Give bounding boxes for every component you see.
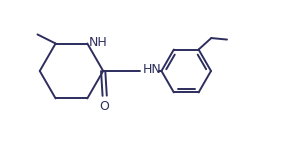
Text: NH: NH bbox=[89, 36, 108, 49]
Text: O: O bbox=[100, 100, 110, 113]
Text: HN: HN bbox=[142, 63, 161, 76]
